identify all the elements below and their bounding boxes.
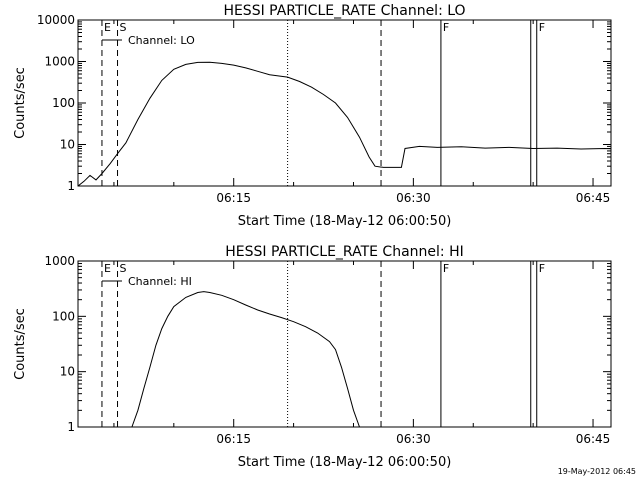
x-tick-label: 06:15 [216, 191, 251, 205]
x-axis-label: Start Time (18-May-12 06:00:50) [238, 455, 452, 470]
y-tick-label: 100 [52, 309, 75, 323]
y-tick-label: 1000 [44, 55, 75, 69]
y-tick-label: 10000 [37, 13, 75, 27]
x-axis-label: Start Time (18-May-12 06:00:50) [238, 214, 452, 229]
y-tick-label: 1000 [44, 254, 75, 268]
x-tick-label: 06:15 [216, 432, 251, 446]
event-marker-label: E [104, 21, 111, 34]
x-tick-label: 06:45 [576, 191, 611, 205]
y-axis-label: Counts/sec [13, 308, 28, 380]
y-tick-label: 10 [60, 365, 75, 379]
y-tick-label: 1 [67, 179, 75, 193]
event-marker-label: F [443, 21, 449, 34]
x-tick-label: 06:45 [576, 432, 611, 446]
chart-title: HESSI PARTICLE_RATE Channel: LO [223, 3, 465, 19]
plot-frame [77, 260, 612, 428]
y-tick-label: 10 [60, 138, 75, 152]
series-line [131, 291, 360, 427]
y-tick-label: 1 [67, 420, 75, 434]
chart-panel-lo: HESSI PARTICLE_RATE Channel: LO 06:15 06:3… [13, 3, 612, 229]
y-tick-label: 100 [52, 96, 75, 110]
event-marker-label: F [539, 21, 545, 34]
x-tick-label: 06:30 [396, 432, 431, 446]
footer-timestamp: 19-May-2012 06:45 [558, 467, 636, 476]
series-line [78, 61, 611, 186]
event-marker-label: S [120, 21, 127, 34]
y-axis-label: Counts/sec [13, 67, 28, 139]
event-marker-label: E [104, 262, 111, 275]
x-tick-label: 06:30 [396, 191, 431, 205]
event-marker-label: S [120, 262, 127, 275]
legend-label: Channel: LO [128, 34, 195, 47]
event-marker-label: F [539, 262, 545, 275]
chart-title: HESSI PARTICLE_RATE Channel: HI [225, 244, 463, 260]
chart-panel-hi: HESSI PARTICLE_RATE Channel: HI 06:15 06:3… [13, 244, 612, 470]
legend-label: Channel: HI [128, 275, 192, 288]
event-marker-label: F [443, 262, 449, 275]
